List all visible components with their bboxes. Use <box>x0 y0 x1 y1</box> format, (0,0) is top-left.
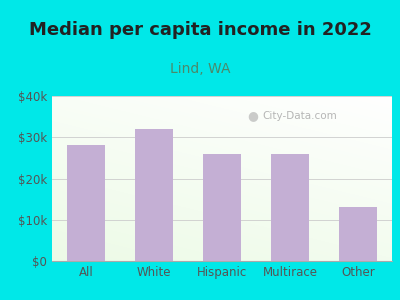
Bar <box>203 154 241 261</box>
Text: Median per capita income in 2022: Median per capita income in 2022 <box>28 21 372 39</box>
Bar <box>67 146 105 261</box>
Text: City-Data.com: City-Data.com <box>263 111 338 121</box>
Bar <box>339 207 377 261</box>
Bar <box>135 129 173 261</box>
Text: ●: ● <box>248 109 258 122</box>
Text: Lind, WA: Lind, WA <box>170 62 230 76</box>
Bar <box>271 154 309 261</box>
